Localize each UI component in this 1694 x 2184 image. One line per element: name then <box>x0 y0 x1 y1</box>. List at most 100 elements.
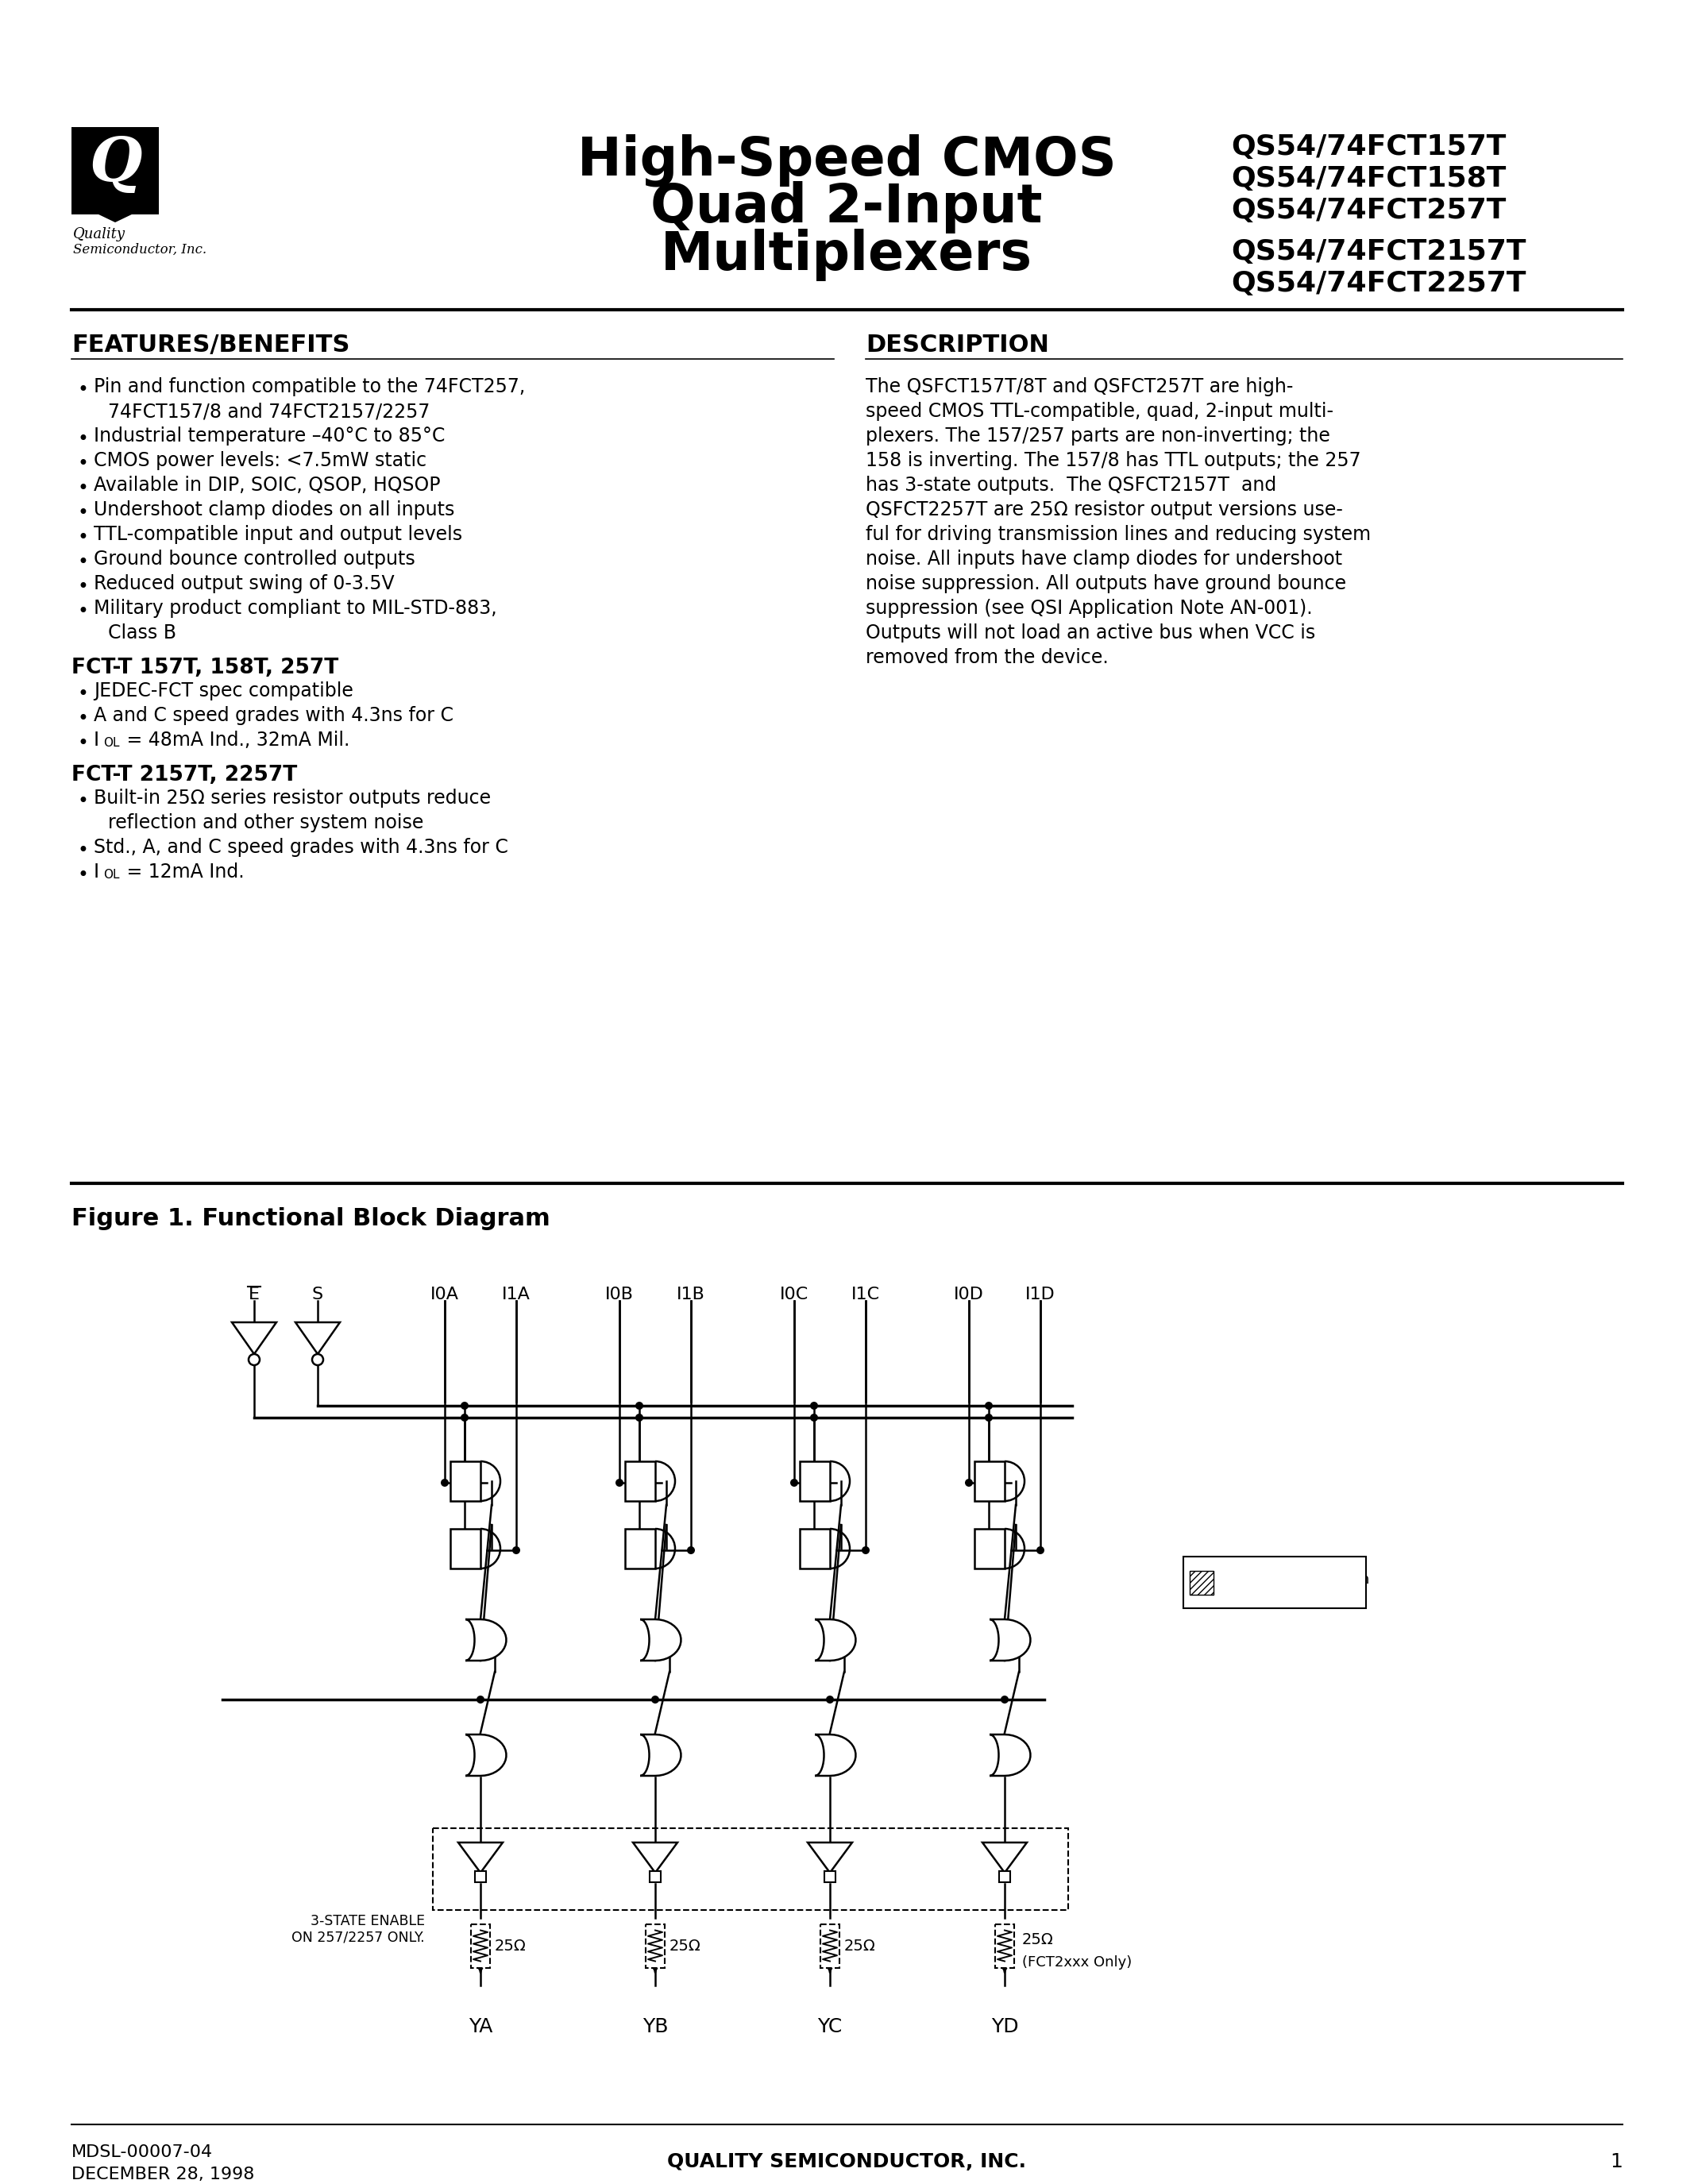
Text: 158 is inverting. The 157/8 has TTL outputs; the 257: 158 is inverting. The 157/8 has TTL outp… <box>866 452 1360 470</box>
Text: •: • <box>78 529 88 548</box>
Text: Quad 2-Input: Quad 2-Input <box>650 181 1042 234</box>
Text: Undershoot clamp diodes on all inputs: Undershoot clamp diodes on all inputs <box>93 500 454 520</box>
Bar <box>471 1924 490 1968</box>
Polygon shape <box>466 1734 507 1776</box>
Bar <box>800 1529 830 1568</box>
Bar <box>645 1924 664 1968</box>
Text: YC: YC <box>818 2018 842 2035</box>
Polygon shape <box>808 1843 852 1872</box>
Text: QS54/74FCT157T: QS54/74FCT157T <box>1232 133 1506 159</box>
Text: QS54/74FCT257T: QS54/74FCT257T <box>1232 197 1506 225</box>
Text: QS54/74FCT158T: QS54/74FCT158T <box>1232 166 1506 192</box>
Text: Figure 1. Functional Block Diagram: Figure 1. Functional Block Diagram <box>71 1208 551 1230</box>
Circle shape <box>862 1546 869 1555</box>
Text: plexers. The 157/257 parts are non-inverting; the: plexers. The 157/257 parts are non-inver… <box>866 426 1330 446</box>
Circle shape <box>249 1354 259 1365</box>
Polygon shape <box>640 1734 681 1776</box>
Text: OL: OL <box>103 869 120 880</box>
Text: QS54/74FCT2157T: QS54/74FCT2157T <box>1232 238 1526 264</box>
Text: noise suppression. All outputs have ground bounce: noise suppression. All outputs have grou… <box>866 574 1347 594</box>
Text: YA: YA <box>469 2018 493 2035</box>
Text: •: • <box>78 684 88 703</box>
Bar <box>625 1461 656 1500</box>
Text: •: • <box>78 603 88 620</box>
Bar <box>825 1872 835 1883</box>
Text: QSFCT2257T are 25Ω resistor output versions use-: QSFCT2257T are 25Ω resistor output versi… <box>866 500 1343 520</box>
Polygon shape <box>983 1843 1027 1872</box>
Text: DESCRIPTION: DESCRIPTION <box>866 334 1049 356</box>
Text: Std., A, and C speed grades with 4.3ns for C: Std., A, and C speed grades with 4.3ns f… <box>93 839 508 856</box>
Text: YB: YB <box>642 2018 667 2035</box>
Text: Ground bounce controlled outputs: Ground bounce controlled outputs <box>93 550 415 568</box>
Text: I: I <box>93 732 100 749</box>
Circle shape <box>650 1695 659 1704</box>
Text: I0A: I0A <box>430 1286 459 1302</box>
Text: 25Ω: 25Ω <box>495 1937 527 1952</box>
Text: Military product compliant to MIL-STD-883,: Military product compliant to MIL-STD-88… <box>93 598 496 618</box>
Text: Semiconductor, Inc.: Semiconductor, Inc. <box>73 242 207 256</box>
Circle shape <box>461 1402 469 1409</box>
Text: •: • <box>78 865 88 885</box>
Circle shape <box>476 1695 484 1704</box>
Text: FCT-T 2157T, 2257T: FCT-T 2157T, 2257T <box>71 764 296 786</box>
Bar <box>434 1828 1069 1911</box>
Text: •: • <box>78 710 88 727</box>
Circle shape <box>984 1413 993 1422</box>
Text: (FCT2xxx Only): (FCT2xxx Only) <box>1021 1955 1132 1970</box>
Circle shape <box>688 1546 695 1555</box>
Text: •: • <box>78 577 88 596</box>
Bar <box>649 1872 661 1883</box>
Text: •: • <box>78 380 88 400</box>
Circle shape <box>827 1695 833 1704</box>
Text: JEDEC-FCT spec compatible: JEDEC-FCT spec compatible <box>93 681 354 701</box>
Text: A and C speed grades with 4.3ns for C: A and C speed grades with 4.3ns for C <box>93 705 454 725</box>
Text: = 12mA Ind.: = 12mA Ind. <box>120 863 244 882</box>
Text: TTL-compatible input and output levels: TTL-compatible input and output levels <box>93 524 462 544</box>
Text: Multiplexers: Multiplexers <box>661 229 1032 282</box>
Text: •: • <box>78 841 88 860</box>
Text: •: • <box>78 454 88 474</box>
Bar <box>999 1872 1010 1883</box>
Text: I1C: I1C <box>852 1286 879 1302</box>
Text: 25Ω: 25Ω <box>844 1937 876 1952</box>
Polygon shape <box>815 1618 855 1660</box>
Circle shape <box>512 1546 520 1555</box>
Text: suppression (see QSI Application Note AN-001).: suppression (see QSI Application Note AN… <box>866 598 1313 618</box>
Bar <box>474 1872 486 1883</box>
Text: •: • <box>78 478 88 498</box>
Text: •: • <box>78 734 88 753</box>
Text: 1: 1 <box>1609 2151 1623 2171</box>
Text: E: E <box>249 1286 259 1302</box>
Text: I1B: I1B <box>676 1286 705 1302</box>
Bar <box>1184 1557 1365 1607</box>
Circle shape <box>789 1479 798 1487</box>
Bar <box>974 1461 1005 1500</box>
Text: I0D: I0D <box>954 1286 984 1302</box>
Text: DECEMBER 28, 1998: DECEMBER 28, 1998 <box>71 2167 254 2182</box>
Text: •: • <box>78 505 88 522</box>
Bar <box>994 1924 1015 1968</box>
Text: Class B: Class B <box>108 622 176 642</box>
Text: Industrial temperature –40°C to 85°C: Industrial temperature –40°C to 85°C <box>93 426 446 446</box>
Bar <box>974 1529 1005 1568</box>
Polygon shape <box>459 1843 503 1872</box>
Text: •: • <box>78 430 88 448</box>
Circle shape <box>966 1479 972 1487</box>
Text: 3-STATE ENABLE
ON 257/2257 ONLY.: 3-STATE ENABLE ON 257/2257 ONLY. <box>291 1913 425 1944</box>
Circle shape <box>810 1402 818 1409</box>
Polygon shape <box>95 212 136 223</box>
Text: I1D: I1D <box>1025 1286 1055 1302</box>
Polygon shape <box>466 1618 507 1660</box>
Circle shape <box>635 1413 644 1422</box>
Text: I0C: I0C <box>779 1286 808 1302</box>
Text: FCT-T 157T, 158T, 257T: FCT-T 157T, 158T, 257T <box>71 657 339 679</box>
Text: Inverting Outputs on
158 Only: Inverting Outputs on 158 Only <box>1221 1572 1369 1603</box>
Text: 25Ω: 25Ω <box>669 1937 701 1952</box>
Text: removed from the device.: removed from the device. <box>866 649 1108 666</box>
Text: YD: YD <box>991 2018 1018 2035</box>
Text: Quality: Quality <box>73 227 125 242</box>
Text: •: • <box>78 793 88 810</box>
Text: QS54/74FCT2257T: QS54/74FCT2257T <box>1232 271 1526 297</box>
Text: 25Ω: 25Ω <box>1021 1933 1054 1946</box>
Text: = 48mA Ind., 32mA Mil.: = 48mA Ind., 32mA Mil. <box>120 732 349 749</box>
